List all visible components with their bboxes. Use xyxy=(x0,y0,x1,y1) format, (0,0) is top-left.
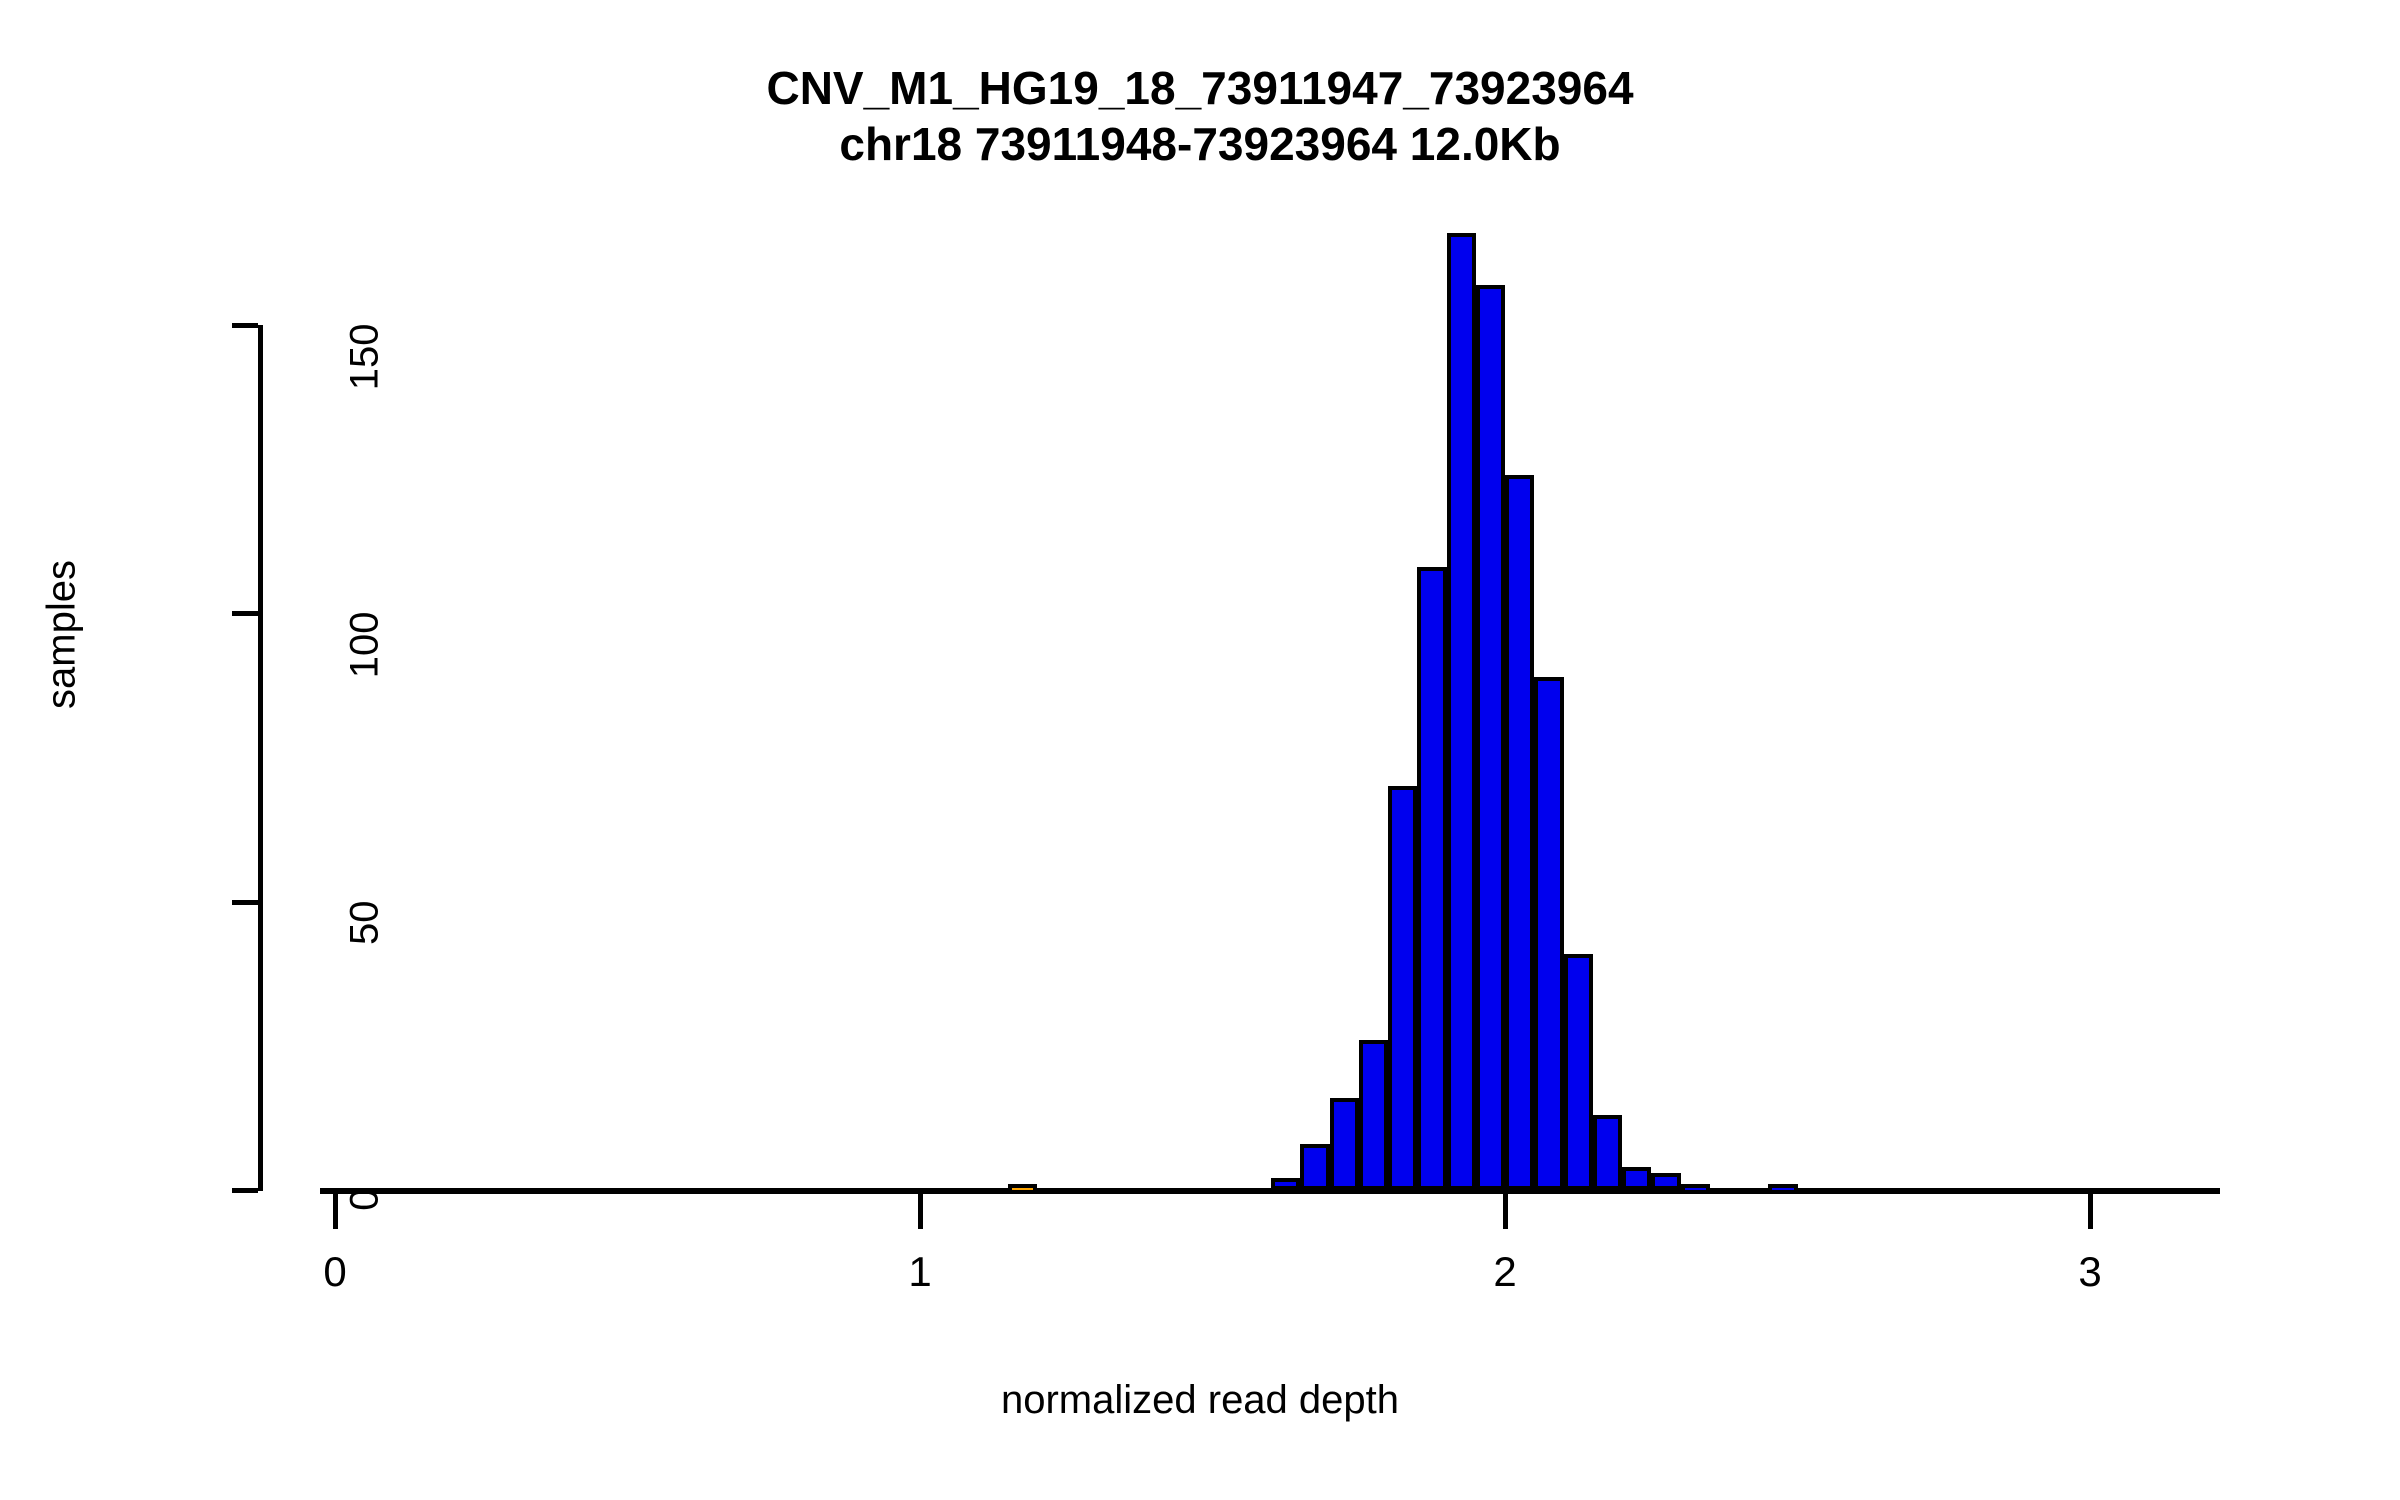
x-tick-mark xyxy=(1503,1194,1508,1229)
histogram-bar xyxy=(1592,1115,1622,1190)
x-tick-label: 0 xyxy=(323,1248,347,1295)
x-tick-label: 3 xyxy=(2078,1248,2102,1295)
plot-title: CNV_M1_HG19_18_73911947_73923964 chr18 7… xyxy=(0,60,2400,172)
histogram-bar xyxy=(1300,1143,1330,1190)
histogram-bar xyxy=(1534,676,1564,1190)
y-tick-mark xyxy=(232,899,258,905)
x-tick-label: 1 xyxy=(908,1248,932,1295)
histogram-bar xyxy=(1768,1184,1798,1195)
x-tick-mark xyxy=(333,1194,338,1229)
histogram-bar xyxy=(1475,284,1505,1190)
title-line-1: CNV_M1_HG19_18_73911947_73923964 xyxy=(766,62,1634,114)
histogram-bar xyxy=(1622,1166,1652,1190)
x-tick-mark xyxy=(918,1194,923,1229)
histogram-bar xyxy=(1388,786,1418,1190)
x-tick-label: 2 xyxy=(1493,1248,1517,1295)
histogram-bar xyxy=(1007,1184,1037,1195)
histogram-bar xyxy=(1329,1097,1359,1190)
histogram-bar xyxy=(1651,1172,1681,1190)
histogram-bar xyxy=(1680,1184,1710,1195)
y-axis-line xyxy=(258,325,263,1191)
histogram-bar xyxy=(1271,1178,1301,1190)
x-tick-mark xyxy=(2088,1194,2093,1229)
histogram-bar xyxy=(1358,1040,1388,1190)
histogram-bar xyxy=(1446,232,1476,1190)
y-tick-mark xyxy=(232,323,258,328)
title-line-2: chr18 73911948-73923964 12.0Kb xyxy=(839,118,1561,171)
histogram-bar xyxy=(1417,567,1447,1190)
x-axis-line xyxy=(320,1188,2220,1194)
y-tick-mark xyxy=(232,1188,258,1193)
y-tick-mark xyxy=(232,611,258,617)
x-axis-label: normalized read depth xyxy=(1000,1378,1400,1422)
histogram-bar xyxy=(1505,474,1535,1190)
histogram-bar xyxy=(1563,953,1593,1190)
